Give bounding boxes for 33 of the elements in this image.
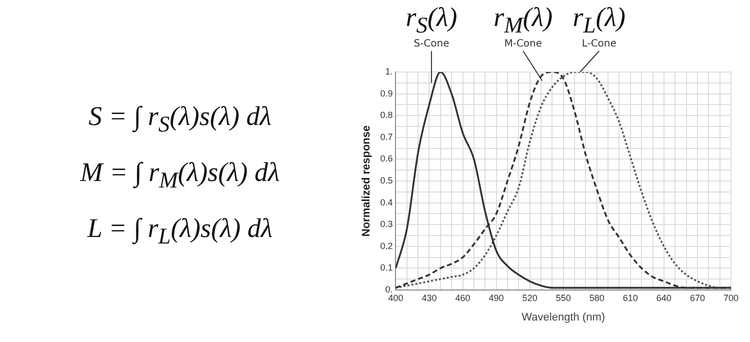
y-tick-label: 0.5 bbox=[380, 175, 393, 186]
y-tick-label: 0.2 bbox=[380, 240, 393, 251]
x-tick-label: 700 bbox=[723, 292, 739, 303]
text: S-Cone bbox=[414, 38, 450, 50]
x-tick-label: 490 bbox=[488, 292, 504, 303]
x-tick-label: 460 bbox=[455, 292, 470, 303]
text: M-Cone bbox=[504, 38, 542, 50]
y-tick-label: 1. bbox=[385, 66, 393, 76]
y-tick-label: 0.9 bbox=[380, 88, 393, 98]
x-tick-label: 580 bbox=[589, 292, 604, 303]
y-tick-label: 0.3 bbox=[380, 219, 393, 230]
y-tick-label: 0.1 bbox=[380, 262, 393, 273]
y-tick-label: 0.6 bbox=[380, 154, 393, 164]
y-tick-label: 0.8 bbox=[380, 110, 393, 120]
x-tick-label: 430 bbox=[422, 292, 437, 303]
y-tick-label: 0.4 bbox=[380, 197, 393, 208]
text: S = ∫ r$_{S}$(λ)s(λ) dλ bbox=[88, 100, 272, 138]
x-tick-label: 550 bbox=[556, 292, 571, 303]
annotation: r$_{S}$(λ) bbox=[406, 2, 458, 38]
y-tick-label: 0.7 bbox=[380, 132, 393, 142]
x-tick-label: 400 bbox=[388, 292, 404, 303]
annotation: r$_{L}$(λ) bbox=[572, 2, 626, 38]
x-tick-label: 610 bbox=[622, 292, 638, 303]
x-axis-title: Wavelength (nm) bbox=[522, 311, 606, 324]
y-tick-label: 0. bbox=[385, 284, 393, 294]
x-tick-label: 640 bbox=[656, 292, 672, 303]
x-tick-label: 670 bbox=[690, 292, 705, 303]
text: M = ∫ r$_{M}$(λ)s(λ) dλ bbox=[79, 156, 281, 194]
y-axis-title: Normalized response bbox=[360, 125, 373, 237]
text: L = ∫ r$_{L}$(λ)s(λ) dλ bbox=[86, 212, 274, 250]
x-tick-label: 520 bbox=[522, 292, 538, 303]
annotation: r$_{M}$(λ) bbox=[494, 2, 553, 38]
text: L-Cone bbox=[582, 38, 616, 50]
